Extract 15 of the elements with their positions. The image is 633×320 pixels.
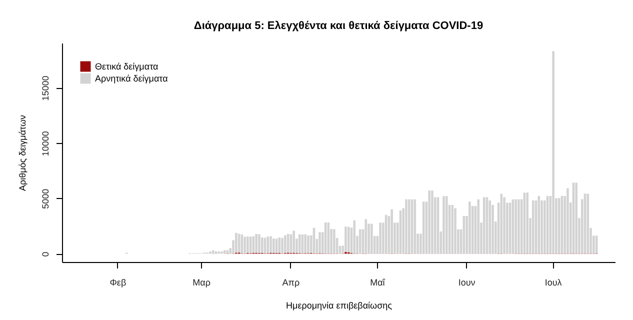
- y-tick-label: 15000: [40, 76, 50, 101]
- x-tick-label: Μαρ: [192, 278, 210, 288]
- y-axis-title: Αριθμός δειγμάτων: [18, 114, 28, 192]
- x-tick-label: Φεβ: [110, 278, 126, 288]
- x-tick-label: Ιουλ: [544, 278, 562, 288]
- legend-label: Αρνητικά δείγματα: [95, 74, 168, 84]
- y-tick-label: 5000: [40, 188, 50, 209]
- x-tick-label: Ιουν: [458, 278, 476, 288]
- x-tick-label: Μαΐ: [370, 278, 386, 288]
- x-axis-title: Ημερομηνία επιβεβαίωσης: [286, 300, 393, 310]
- y-tick-label: 10000: [40, 131, 50, 156]
- y-tick-label: 0: [40, 252, 50, 257]
- x-tick-label: Απρ: [282, 278, 300, 288]
- legend-label: Θετικά δείγματα: [95, 62, 158, 72]
- chart-title: Διάγραμμα 5: Ελεγχθέντα και θετικά δείγματα COVID-19: [194, 20, 484, 32]
